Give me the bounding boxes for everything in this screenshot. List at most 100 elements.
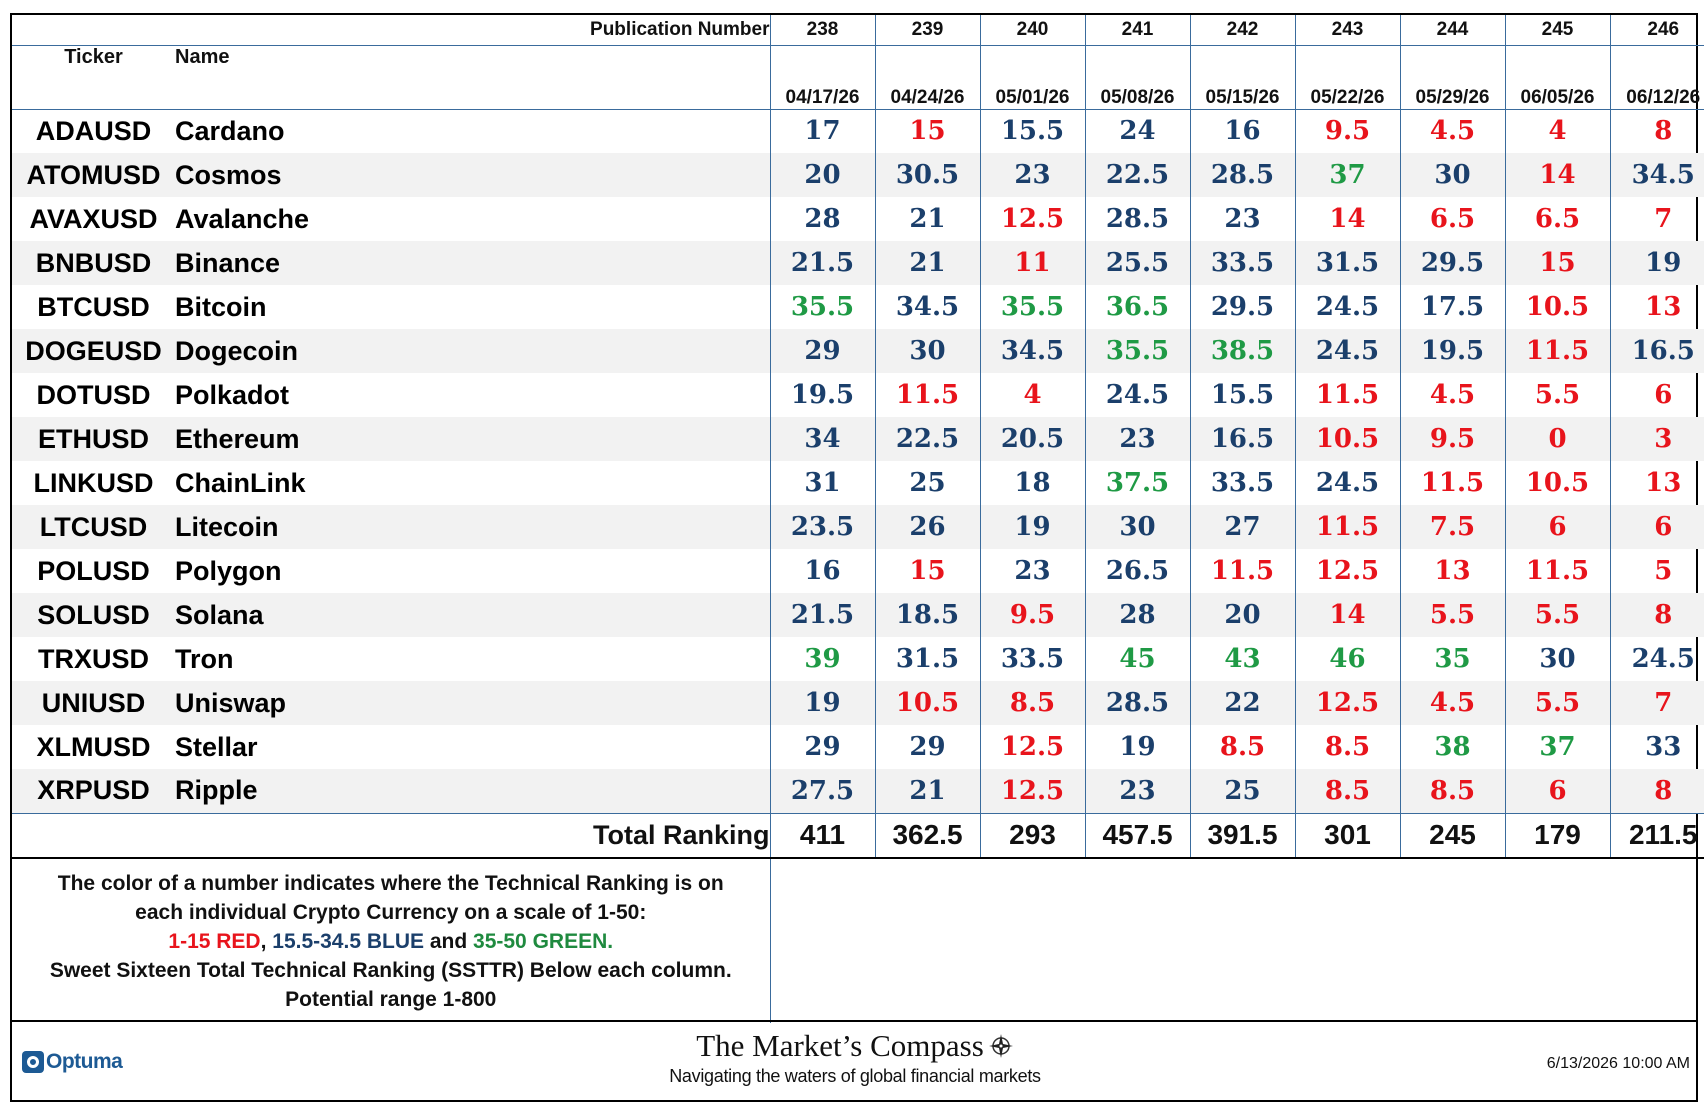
ranking-value: 7 [1609,197,1704,241]
ranking-value: 31.5 [1294,241,1400,285]
ranking-value: 4.5 [1399,373,1505,417]
ranking-value: 11.5 [1504,549,1610,593]
ranking-value: 4.5 [1399,681,1505,725]
ranking-value: 36.5 [1084,285,1190,329]
ranking-value: 25 [1189,769,1295,813]
ranking-value: 25.5 [1084,241,1190,285]
date-header: 06/12/26 [1609,45,1704,110]
ranking-value: 20.5 [979,417,1085,461]
ticker-cell: ADAUSD [35,115,152,146]
date-header: 04/24/26 [874,45,980,110]
ranking-value: 13 [1609,461,1704,505]
name-cell: Uniswap [175,681,770,725]
ticker-cell: SOLUSD [12,593,175,637]
ranking-value: 18 [979,461,1085,505]
ranking-value: 38 [1399,725,1505,769]
ranking-value: 19.5 [1399,329,1505,373]
ranking-value: 7 [1609,681,1704,725]
ranking-value: 23 [1189,197,1295,241]
optuma-logo: Optuma [22,1050,123,1074]
ranking-value: 24.5 [1084,373,1190,417]
ticker-cell: ETHUSD [12,417,175,461]
publication-number: 241 [1084,15,1190,46]
ticker-cell: XLMUSD [36,731,151,762]
ranking-value: 8 [1609,593,1704,637]
ranking-value: 8 [1609,109,1704,153]
note-green-range: 35-50 GREEN. [473,929,614,953]
ranking-value: 18.5 [874,593,980,637]
total-value: 293 [979,812,1085,858]
ranking-value: 28.5 [1084,197,1190,241]
ranking-value: 15.5 [979,109,1085,153]
ranking-value: 27.5 [769,769,875,813]
ranking-value: 8.5 [1189,725,1295,769]
ranking-value: 6 [1609,505,1704,549]
ranking-value: 12.5 [979,769,1085,813]
note-row: The color of a number indicates where th… [12,857,1704,1023]
name-cell: Bitcoin [175,291,267,322]
publication-number: 245 [1504,15,1610,46]
ranking-value: 26.5 [1084,549,1190,593]
name-cell: Cardano [175,115,285,146]
note-line-4: Sweet Sixteen Total Technical Ranking (S… [49,958,732,982]
ranking-value: 35.5 [1084,329,1190,373]
ranking-value: 23 [1084,417,1190,461]
ticker-cell: LTCUSD [12,505,175,549]
ranking-value: 14 [1504,153,1610,197]
ranking-value: 46 [1294,637,1400,681]
ranking-value: 30 [1084,505,1190,549]
ranking-value: 19 [1609,241,1704,285]
table-row: DOTUSD Polkadot 19.5 11.5 4 24.5 15.5 11.5 4.5 5.… [12,373,1704,417]
ranking-value: 6.5 [1399,197,1505,241]
ranking-value: 12.5 [979,197,1085,241]
date-header: 05/01/26 [979,45,1085,110]
publication-number: 246 [1609,15,1704,46]
total-value: 362.5 [874,812,980,858]
ranking-value: 16 [769,549,875,593]
ranking-value: 35.5 [769,285,875,329]
ranking-value: 22.5 [1084,153,1190,197]
table-row: ATOMUSD Cosmos 20 30.5 23 22.5 28.5 37 30 14 34.5 [12,153,1704,197]
total-value: 245 [1399,812,1505,858]
name-cell: Binance [175,241,770,285]
ranking-value: 22 [1189,681,1295,725]
ranking-value: 30.5 [874,153,980,197]
ranking-value: 10.5 [1504,285,1610,329]
ranking-value: 11.5 [1504,329,1610,373]
date-row: Ticker Name 04/17/26 04/24/26 05/01/26 05/0… [12,45,1704,110]
market-compass-brand: The Market’s Compass Navigating the wate… [660,1028,1050,1087]
table-row: XLMUSD Stellar 29 29 12.5 19 8.5 8.5 38 37 33 [12,725,1704,769]
ranking-value: 6 [1504,769,1610,813]
name-cell: ChainLink [175,467,306,498]
name-cell: Solana [175,593,770,637]
note-sep-1: , [260,929,273,953]
ranking-value: 28.5 [1084,681,1190,725]
ranking-value: 12.5 [1294,681,1400,725]
publication-number: 242 [1189,15,1295,46]
ranking-value: 35 [1399,637,1505,681]
ranking-value: 8.5 [1294,769,1400,813]
date-header: 05/22/26 [1294,45,1400,110]
ranking-value: 28.5 [1189,153,1295,197]
ticker-header: Ticker [12,45,175,110]
ranking-value: 28 [1084,593,1190,637]
ranking-value: 21.5 [769,593,875,637]
ranking-value: 7.5 [1399,505,1505,549]
ranking-value: 10.5 [1504,461,1610,505]
ranking-value: 6.5 [1504,197,1610,241]
ticker-cell: DOGEUSD [12,329,175,373]
ranking-value: 30 [1399,153,1505,197]
ranking-value: 8.5 [1294,725,1400,769]
publication-number: 238 [769,15,875,46]
table-row: BTCUSD Bitcoin 35.5 34.5 35.5 36.5 29.5 24.5 17.… [12,285,1704,329]
name-cell: Ethereum [175,417,770,461]
ranking-value: 39 [769,637,875,681]
name-cell: Avalanche [175,203,310,234]
name-header: Name [175,45,770,110]
ranking-value: 37 [1294,153,1400,197]
ranking-value: 4 [1504,109,1610,153]
ranking-value: 24.5 [1294,461,1400,505]
ranking-value: 23.5 [769,505,875,549]
ranking-value: 16.5 [1189,417,1295,461]
ranking-value: 29 [769,329,875,373]
